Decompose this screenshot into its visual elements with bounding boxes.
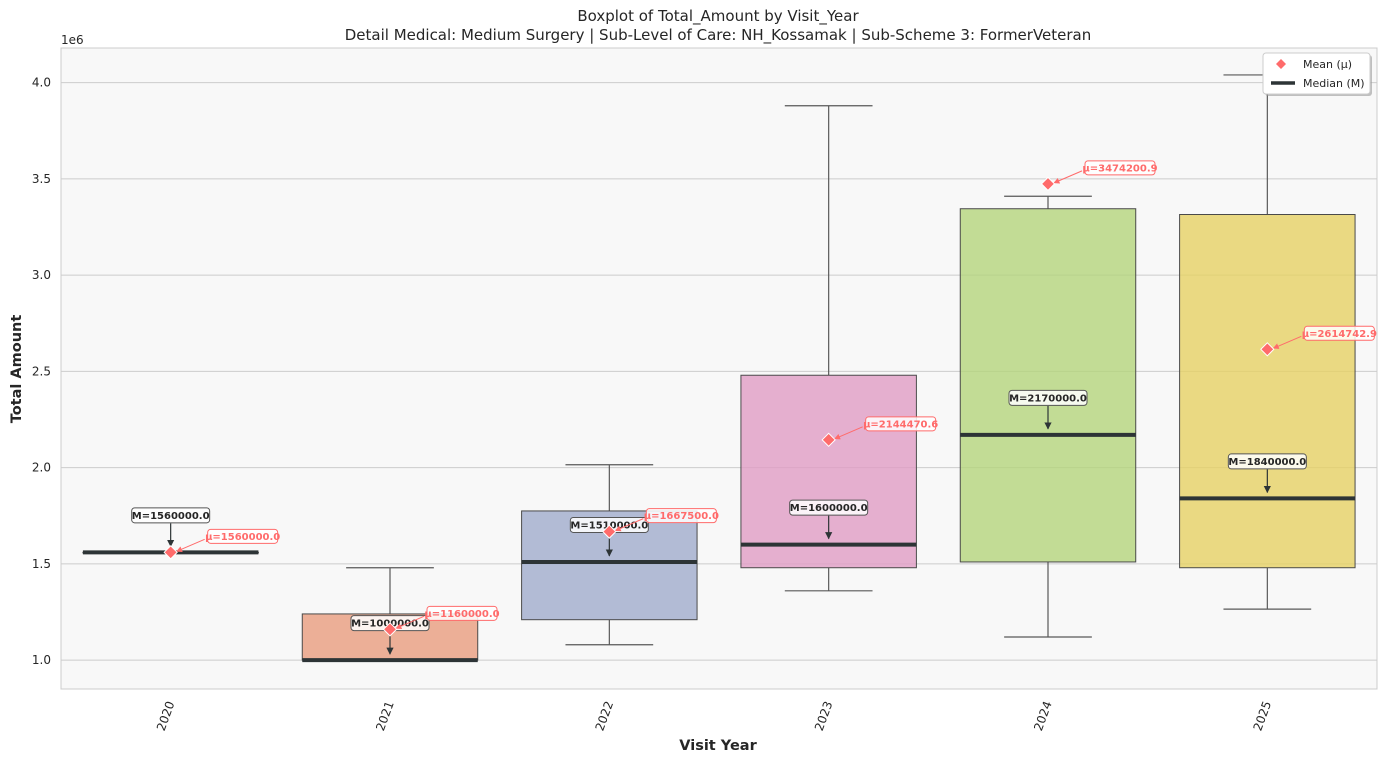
mean-annotation: μ=1560000.0 [205,532,280,543]
mean-label-box [865,416,937,432]
x-tick-label: 2022 [593,699,617,732]
mean-arrow [1272,335,1302,349]
x-axis-label: Visit Year [679,738,757,754]
mean-annotation: μ=3474200.9 [1082,163,1157,174]
x-tick-label: 2024 [1031,699,1055,732]
mean-arrow [176,538,205,552]
y-tick-label: 2.0 [32,461,51,475]
mean-label-box [645,508,717,524]
x-tick-label: 2025 [1251,699,1275,732]
mean-marker-2023 [821,432,836,448]
mean-annotation: μ=1160000.0 [424,609,499,620]
plot-frame [60,47,1378,690]
mean-marker-2024 [1040,176,1056,192]
legend-mean-label: Mean (μ) [1303,58,1352,71]
median-annotation: M=1840000.0 [1228,457,1306,468]
mean-annotation: μ=2144470.6 [863,419,938,430]
median-label-box [1008,389,1088,406]
box-2023 [740,374,917,569]
legend-mean-marker [1276,59,1286,69]
median-annotation: M=1560000.0 [132,511,210,522]
y-tick-label: 3.0 [32,268,51,282]
mean-label-box [207,528,279,544]
y-tick-label: 4.0 [32,76,51,90]
y-axis-offset-label: 1e6 [61,33,84,47]
y-tick-label: 1.5 [32,557,51,571]
mean-arrow [395,615,425,629]
y-axis-label: Total Amount [9,315,25,424]
plot-background [61,48,1377,689]
median-annotation: M=1600000.0 [790,503,868,514]
y-tick-label: 1.0 [32,653,51,667]
mean-label-box [1084,160,1156,176]
chart-subtitle: Detail Medical: Medium Surgery | Sub-Lev… [345,26,1092,45]
x-tick-label: 2021 [373,699,397,732]
mean-arrow [614,518,644,532]
mean-arrow [834,426,863,440]
mean-label-box [426,605,498,621]
mean-arrow [1053,170,1083,184]
x-tick-label: 2023 [812,699,836,732]
y-tick-label: 2.5 [32,364,51,378]
median-label-box [1227,453,1307,470]
median-annotation: M=2170000.0 [1009,393,1087,404]
y-tick-label: 3.5 [32,172,51,186]
median-label-box [131,507,211,524]
chart-title: Boxplot of Total_Amount by Visit_Year [577,7,859,26]
box-2024 [959,208,1137,563]
mean-annotation: μ=1667500.0 [644,511,719,522]
median-label-box [789,499,869,516]
mean-annotation: μ=2614742.9 [1302,329,1377,340]
mean-label-box [1303,325,1375,341]
x-tick-label: 2020 [154,699,178,732]
box-2025 [1179,214,1356,569]
plot-layer: 1.0 1.5 2.0 2.5 3.0 3.5 4.0 M=1560000.0 μ=156000… [32,47,1378,733]
mean-marker-2021 [382,622,398,637]
mean-marker-2020 [163,545,178,560]
mean-marker-2025 [1260,342,1275,357]
legend-median-label: Median (M) [1303,77,1365,90]
mean-marker-2022 [602,524,617,539]
